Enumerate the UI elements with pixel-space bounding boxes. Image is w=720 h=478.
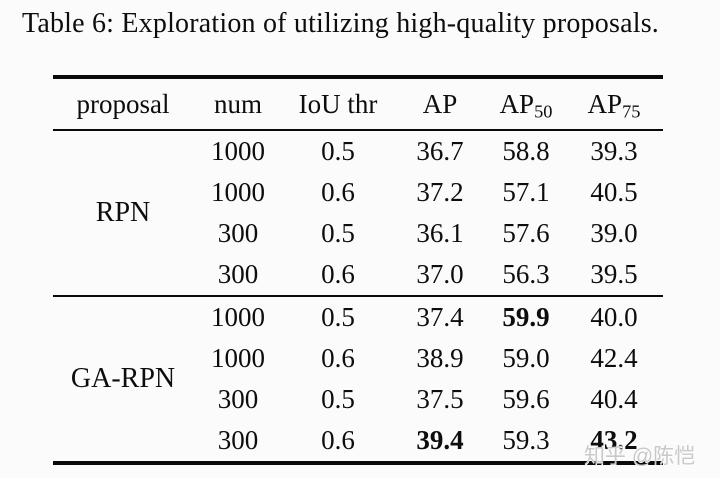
cell-ap75: 40.5	[590, 177, 638, 207]
cell-ap75: 40.0	[590, 302, 638, 332]
cell-ap: 39.4	[416, 425, 464, 455]
cell-ap75: 39.0	[590, 218, 638, 248]
col-header-label: AP	[499, 88, 535, 119]
group-label-ga-rpn: GA-RPN	[70, 363, 176, 394]
cell-num: 1000	[211, 343, 265, 373]
cell-num: 1000	[211, 177, 265, 207]
cell-iou: 0.6	[321, 425, 355, 455]
cell-ap: 37.2	[416, 177, 464, 207]
cell-ap50: 57.6	[502, 218, 550, 248]
cell-ap75: 42.4	[590, 343, 638, 373]
cell-iou: 0.6	[321, 177, 355, 207]
col-header-ap: AP	[393, 77, 487, 130]
cell-ap50: 56.3	[502, 259, 550, 289]
cell-ap50: 57.1	[502, 177, 550, 207]
table-row: 1000 0.6 37.2 57.1 40.5	[53, 172, 663, 213]
cell-iou: 0.5	[321, 218, 355, 248]
col-header-label: IoU thr	[298, 88, 378, 119]
cell-ap75: 39.3	[590, 136, 638, 166]
table-row: 300 0.6 37.0 56.3 39.5	[53, 254, 663, 296]
col-header-ap75: AP75	[565, 77, 663, 130]
col-header-label: num	[213, 88, 262, 119]
cell-ap: 37.4	[416, 302, 464, 332]
table-row: 300 0.6 39.4 59.3 43.2	[53, 420, 663, 463]
cell-ap75: 39.5	[590, 259, 638, 289]
group-rpn: RPN 1000 0.5 36.7 58.8 39.3 1000 0.6 37.…	[53, 130, 663, 296]
cell-ap75: 40.4	[590, 384, 638, 414]
table-row: 300 0.5 37.5 59.6 40.4	[53, 379, 663, 420]
cell-num: 300	[217, 218, 259, 248]
table-row: 1000 0.6 38.9 59.0 42.4	[53, 338, 663, 379]
cell-iou: 0.6	[321, 343, 355, 373]
group-ga-rpn: GA-RPN 1000 0.5 37.4 59.9 40.0 1000 0.6 …	[53, 296, 663, 463]
cell-num: 1000	[211, 136, 265, 166]
zhihu-watermark: 知乎 @陈恺	[584, 445, 696, 468]
cell-ap: 37.5	[416, 384, 464, 414]
cell-iou: 0.5	[321, 136, 355, 166]
col-header-proposal: proposal	[53, 77, 193, 130]
col-header-label: AP	[422, 88, 458, 119]
cell-ap50: 59.0	[502, 343, 550, 373]
table-caption: Table 6: Exploration of utilizing high-q…	[22, 8, 659, 39]
cell-num: 300	[217, 259, 259, 289]
cell-ap50: 59.3	[502, 425, 550, 455]
group-label-rpn: RPN	[95, 197, 151, 228]
table-row: RPN 1000 0.5 36.7 58.8 39.3	[53, 130, 663, 228]
header-row: proposal num IoU thr AP AP50 AP75	[53, 77, 663, 130]
cell-ap50: 59.9	[502, 302, 550, 332]
table-row: GA-RPN 1000 0.5 37.4 59.9 40.0	[53, 296, 663, 394]
col-header-num: num	[193, 77, 283, 130]
cell-iou: 0.6	[321, 259, 355, 289]
cell-ap: 36.1	[416, 218, 464, 248]
cell-num: 1000	[211, 302, 265, 332]
cell-num: 300	[217, 425, 259, 455]
cell-ap75: 43.2	[590, 425, 638, 455]
cell-iou: 0.5	[321, 384, 355, 414]
results-table: proposal num IoU thr AP AP50 AP75 RPN 10…	[53, 75, 663, 465]
table-header: proposal num IoU thr AP AP50 AP75	[53, 77, 663, 130]
cell-iou: 0.5	[321, 302, 355, 332]
cell-ap50: 59.6	[502, 384, 550, 414]
col-header-subscript: 75	[622, 101, 641, 122]
col-header-label: AP	[587, 88, 623, 119]
col-header-ap50: AP50	[487, 77, 565, 130]
cell-ap: 36.7	[416, 136, 464, 166]
cell-ap50: 58.8	[502, 136, 550, 166]
table-row: 300 0.5 36.1 57.6 39.0	[53, 213, 663, 254]
col-header-label: proposal	[76, 88, 170, 119]
col-header-subscript: 50	[534, 101, 553, 122]
cell-ap: 37.0	[416, 259, 464, 289]
cell-ap: 38.9	[416, 343, 464, 373]
col-header-iou-thr: IoU thr	[283, 77, 393, 130]
cell-num: 300	[217, 384, 259, 414]
